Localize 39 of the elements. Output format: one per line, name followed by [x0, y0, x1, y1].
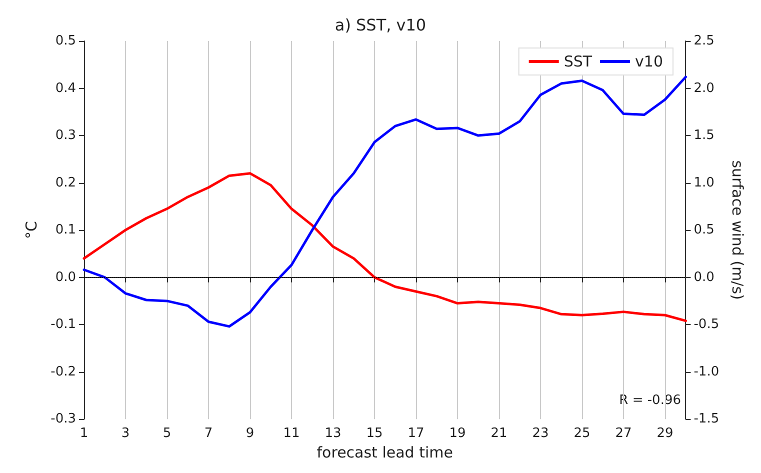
y-tick-label: -0.2: [50, 364, 76, 380]
x-tick-label: 9: [246, 426, 254, 442]
x-tick-label: 21: [490, 426, 508, 442]
y-tick-label: -0.1: [50, 317, 76, 332]
y-tick-label: 0.4: [55, 80, 76, 96]
x-tick-label: 1: [80, 426, 88, 442]
y2-tick-label: -1.5: [694, 412, 720, 427]
x-tick-label: 23: [532, 426, 549, 442]
y2-tick-label: -1.0: [694, 364, 720, 380]
x-tick-label: 5: [162, 426, 172, 442]
y2-tick-label: 0.0: [694, 270, 714, 285]
y-tick-label: 0.3: [55, 128, 76, 144]
x-tick-label: 25: [574, 426, 590, 442]
y-tick-label: 0.2: [55, 175, 76, 190]
y2-tick-label: 2.5: [694, 34, 714, 48]
x-axis-title: forecast lead time: [316, 444, 453, 462]
y-tick-label: 0.1: [55, 222, 76, 238]
x-tick-label: 7: [204, 426, 213, 442]
y-tick-label: 0.5: [55, 34, 76, 48]
chart-title: a) SST, v10: [334, 16, 426, 34]
y-axis-title: °C: [22, 221, 40, 240]
x-tick-label: 13: [324, 426, 342, 442]
y2-tick-label: 1.5: [694, 128, 714, 144]
x-tick-label: 29: [656, 426, 674, 442]
y2-tick-label: 1.0: [694, 175, 714, 190]
x-tick-label: 11: [283, 426, 300, 442]
legend-label: SST: [564, 52, 593, 70]
legend-label: v10: [635, 52, 664, 70]
x-tick-label: 19: [449, 426, 466, 442]
y-tick-label: 0.0: [55, 270, 76, 285]
x-tick-label: 3: [121, 426, 130, 442]
x-tick-label: 17: [408, 426, 424, 442]
y-tick-label: -0.3: [50, 412, 76, 427]
y2-tick-label: 2.0: [694, 80, 714, 96]
y2-tick-label: -0.5: [694, 317, 720, 332]
y2-axis-title: surface wind (m/s): [728, 160, 746, 300]
y2-tick-label: 0.5: [694, 222, 714, 238]
x-tick-label: 15: [366, 426, 383, 442]
x-tick-label: 27: [615, 426, 632, 442]
